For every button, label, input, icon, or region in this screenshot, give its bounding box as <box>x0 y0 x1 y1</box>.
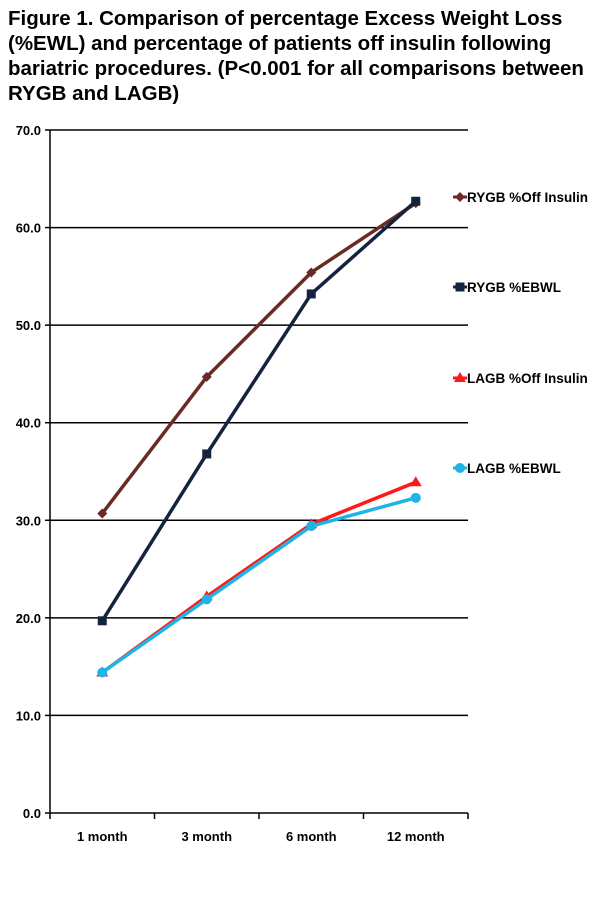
legend-item: LAGB %EBWL <box>453 461 561 476</box>
legend-item: RYGB %Off Insulin <box>453 190 588 205</box>
x-tick-label: 3 month <box>181 829 232 844</box>
data-point <box>306 521 317 532</box>
legend-label: RYGB %Off Insulin <box>467 190 588 205</box>
y-tick-label: 20.0 <box>16 611 41 626</box>
y-tick-label: 30.0 <box>16 513 41 528</box>
x-tick-labels: 1 month 3 month 6 month 12 month <box>77 829 445 844</box>
series-rygb-off-insulin <box>97 198 421 519</box>
series-line <box>100 199 417 622</box>
series-lines <box>96 196 422 678</box>
data-point <box>97 616 107 626</box>
y-tick-label: 70.0 <box>16 123 41 138</box>
series-lagb-off-insulin <box>96 476 422 677</box>
data-point <box>409 476 422 487</box>
x-tick-label: 12 month <box>387 829 445 844</box>
legend-label: LAGB %Off Insulin <box>467 371 588 386</box>
data-point <box>201 371 212 382</box>
gridlines <box>50 129 468 717</box>
x-tick-label: 6 month <box>286 829 337 844</box>
chart-title: Figure 1. Comparison of percentage Exces… <box>8 7 584 105</box>
y-tick-label: 10.0 <box>16 708 41 723</box>
legend-swatch-marker <box>455 463 465 473</box>
y-tick-label: 50.0 <box>16 318 41 333</box>
data-point <box>306 289 316 299</box>
axes <box>45 129 469 819</box>
data-point <box>306 267 317 278</box>
legend-label: LAGB %EBWL <box>467 461 561 476</box>
data-point <box>201 594 212 605</box>
series-line <box>100 201 417 515</box>
data-point <box>411 196 421 206</box>
legend: RYGB %Off Insulin RYGB %EBWL LAGB %Off Ins… <box>453 190 588 476</box>
series-line <box>101 496 417 674</box>
y-tick-label: 40.0 <box>16 416 41 431</box>
data-point <box>202 449 212 459</box>
legend-item: RYGB %EBWL <box>453 280 561 295</box>
legend-swatch-marker <box>454 372 466 382</box>
y-tick-label: 60.0 <box>16 221 41 236</box>
legend-swatch-marker <box>455 192 465 202</box>
data-point <box>97 508 108 519</box>
legend-item: LAGB %Off Insulin <box>453 371 588 386</box>
legend-swatch-marker <box>455 282 465 292</box>
series-rygb-ebwl <box>97 196 421 626</box>
legend-label: RYGB %EBWL <box>467 280 561 295</box>
y-tick-label: 0.0 <box>23 806 41 821</box>
series-lagb-ebwl <box>97 492 421 678</box>
x-tick-label: 1 month <box>77 829 128 844</box>
data-point <box>97 667 108 678</box>
data-point <box>410 492 421 503</box>
y-tick-labels: 0.0 10.0 20.0 30.0 40.0 50.0 60.0 70.0 <box>16 123 41 821</box>
